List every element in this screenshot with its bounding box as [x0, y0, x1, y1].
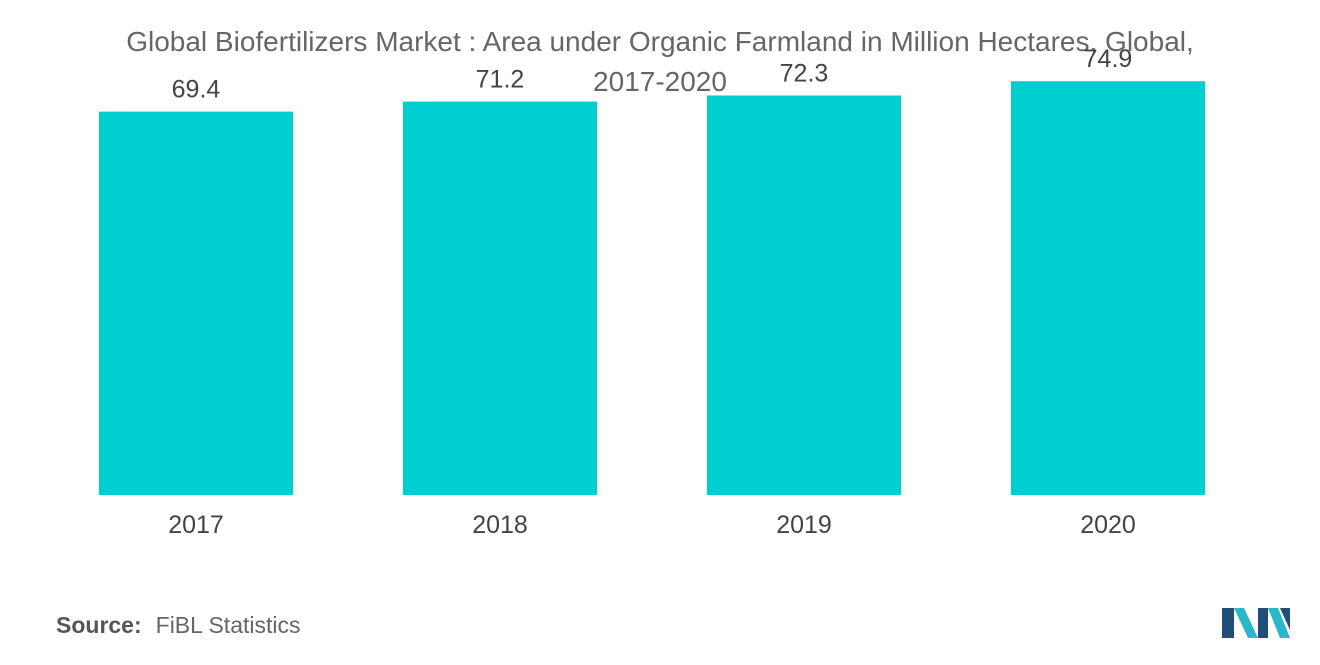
value-label-2018: 71.2 — [476, 66, 525, 94]
chart-subtitle: 2017-2020 — [593, 66, 727, 97]
logo-diagonal-1 — [1234, 608, 1258, 638]
bar-group — [99, 81, 1205, 495]
source-label: Source: — [56, 612, 142, 638]
category-label-2017: 2017 — [168, 511, 224, 539]
mordor-intelligence-logo-icon — [1222, 608, 1290, 638]
source-text: FiBL Statistics — [155, 612, 301, 638]
category-label-2019: 2019 — [776, 511, 832, 539]
source-note: Source: FiBL Statistics — [56, 612, 301, 639]
logo-right-stroke — [1280, 608, 1290, 630]
value-label-2019: 72.3 — [780, 60, 829, 88]
logo-middle-stroke — [1258, 608, 1268, 638]
bar-2020 — [1011, 81, 1205, 495]
value-label-group: 69.4 71.2 72.3 74.9 — [172, 45, 1133, 103]
value-label-2017: 69.4 — [172, 76, 221, 104]
logo-left-stroke — [1222, 608, 1234, 638]
bar-2018 — [403, 101, 597, 495]
category-label-2018: 2018 — [472, 511, 528, 539]
category-label-group: 2017 2018 2019 2020 — [168, 511, 1136, 539]
bar-2019 — [707, 95, 901, 495]
chart-title: Global Biofertilizers Market : Area unde… — [20, 22, 1300, 102]
category-label-2020: 2020 — [1080, 511, 1136, 539]
bar-2017 — [99, 111, 293, 495]
chart-title-line-1: Global Biofertilizers Market : Area unde… — [126, 26, 1194, 57]
bar-chart: 69.4 71.2 72.3 74.9 2017 2018 2019 2020 — [99, 45, 1205, 539]
logo-diagonal-2 — [1268, 608, 1290, 638]
value-label-2020: 74.9 — [1084, 45, 1133, 73]
